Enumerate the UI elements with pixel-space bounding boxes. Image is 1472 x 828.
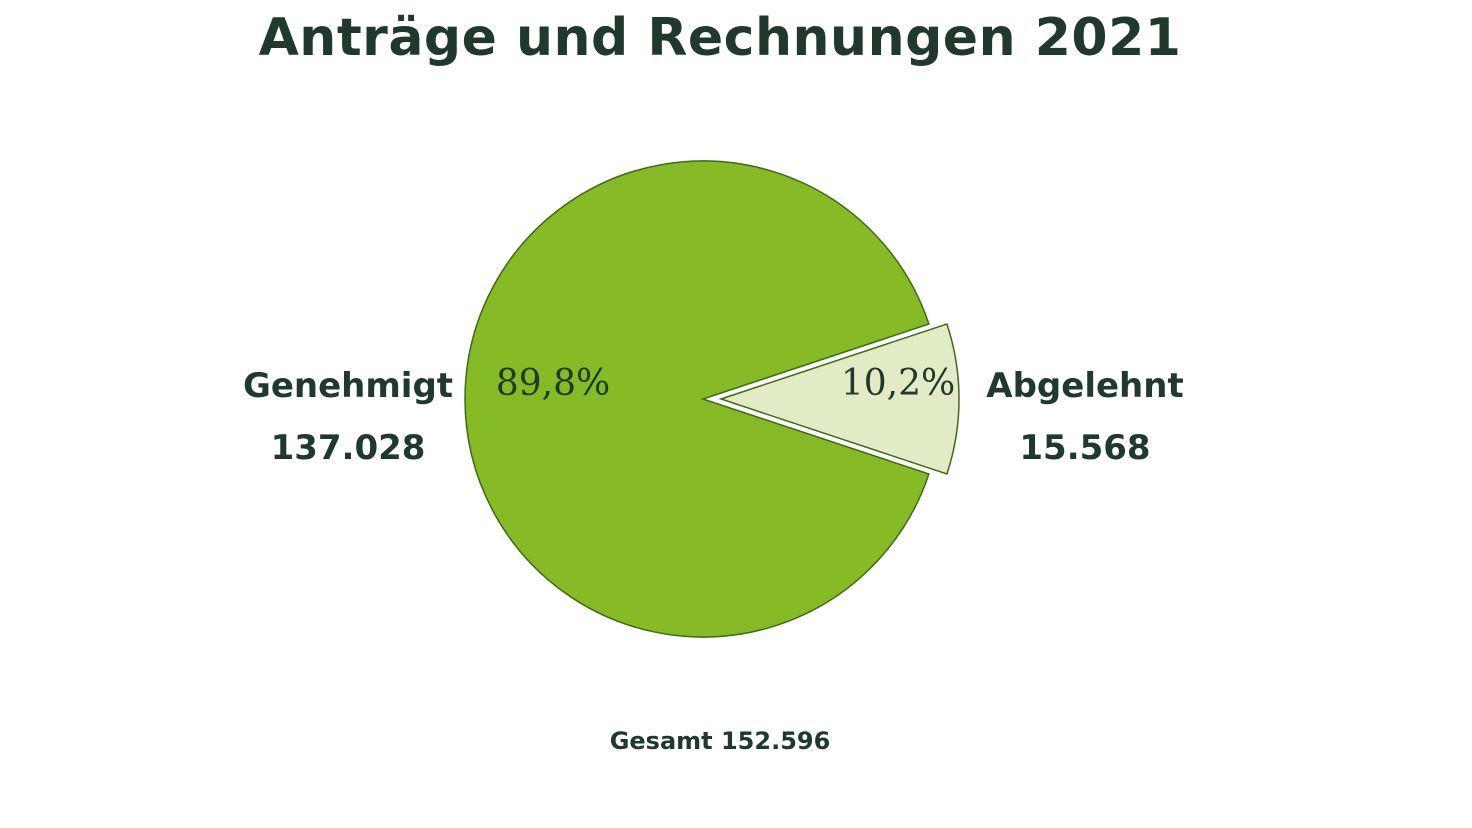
slice-value-genehmigt: 137.028 xyxy=(270,428,426,468)
slice-label-abgelehnt: Abgelehnt 15.568 xyxy=(970,366,1200,468)
pie-percent-abgelehnt: 10,2% xyxy=(841,363,955,404)
slice-value-abgelehnt: 15.568 xyxy=(1019,428,1151,468)
chart-title: Anträge und Rechnungen 2021 xyxy=(258,8,1182,68)
pie-slice-genehmigt xyxy=(464,160,930,638)
total-label: Gesamt 152.596 xyxy=(609,727,831,755)
slice-name-abgelehnt: Abgelehnt xyxy=(986,366,1184,406)
slice-name-genehmigt: Genehmigt xyxy=(242,366,454,406)
pie-slice-abgelehnt xyxy=(718,323,960,475)
slice-label-genehmigt: Genehmigt 137.028 xyxy=(228,366,468,468)
pie-percent-genehmigt: 89,8% xyxy=(496,363,610,404)
